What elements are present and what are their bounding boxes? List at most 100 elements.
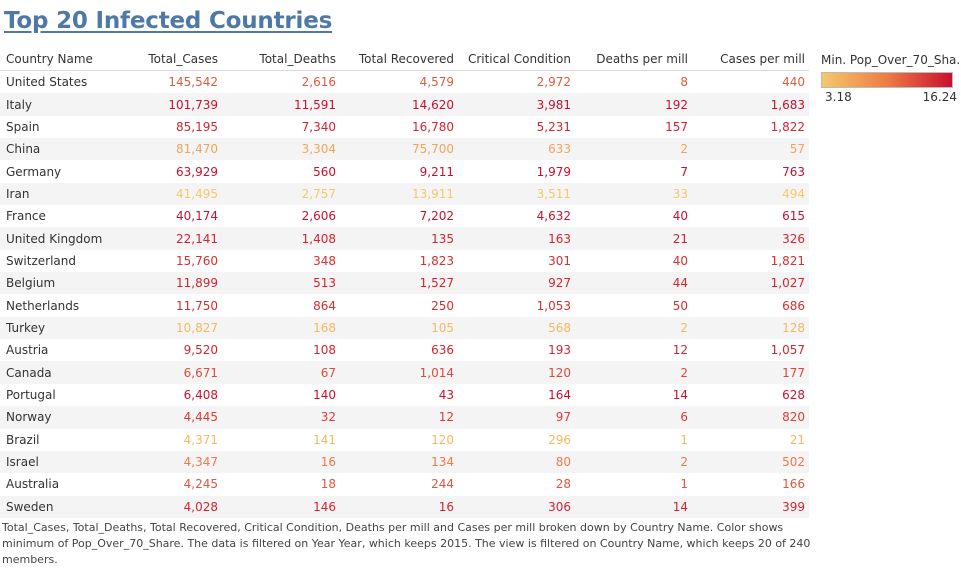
value-cell[interactable]: 81,470 <box>118 138 222 160</box>
value-cell[interactable]: 120 <box>458 361 575 383</box>
value-cell[interactable]: 1,979 <box>458 160 575 182</box>
value-cell[interactable]: 2 <box>575 361 692 383</box>
value-cell[interactable]: 1,823 <box>340 250 458 272</box>
value-cell[interactable]: 1,053 <box>458 294 575 316</box>
value-cell[interactable]: 1,527 <box>340 272 458 294</box>
value-cell[interactable]: 568 <box>458 317 575 339</box>
value-cell[interactable]: 306 <box>458 496 575 518</box>
value-cell[interactable]: 164 <box>458 384 575 406</box>
value-cell[interactable]: 1,821 <box>692 250 809 272</box>
value-cell[interactable]: 763 <box>692 160 809 182</box>
value-cell[interactable]: 32 <box>222 406 340 428</box>
value-cell[interactable]: 636 <box>340 339 458 361</box>
value-cell[interactable]: 14,620 <box>340 93 458 115</box>
value-cell[interactable]: 6 <box>575 406 692 428</box>
value-cell[interactable]: 166 <box>692 473 809 495</box>
value-cell[interactable]: 9,211 <box>340 160 458 182</box>
value-cell[interactable]: 12 <box>340 406 458 428</box>
value-cell[interactable]: 1,683 <box>692 93 809 115</box>
value-cell[interactable]: 85,195 <box>118 116 222 138</box>
value-cell[interactable]: 2 <box>575 451 692 473</box>
value-cell[interactable]: 2,757 <box>222 183 340 205</box>
value-cell[interactable]: 399 <box>692 496 809 518</box>
value-cell[interactable]: 11,591 <box>222 93 340 115</box>
value-cell[interactable]: 560 <box>222 160 340 182</box>
table-row[interactable]: Belgium 11,899 513 1,527 927 44 1,027 <box>0 272 809 294</box>
value-cell[interactable]: 50 <box>575 294 692 316</box>
value-cell[interactable]: 1,822 <box>692 116 809 138</box>
value-cell[interactable]: 120 <box>340 429 458 451</box>
value-cell[interactable]: 41,495 <box>118 183 222 205</box>
value-cell[interactable]: 1,014 <box>340 361 458 383</box>
table-row[interactable]: United Kingdom 22,141 1,408 135 163 21 326 <box>0 227 809 249</box>
table-row[interactable]: Israel 4,347 16 134 80 2 502 <box>0 451 809 473</box>
table-row[interactable]: Sweden 4,028 146 16 306 14 399 <box>0 496 809 518</box>
column-header-total-cases[interactable]: Total_Cases <box>118 48 222 71</box>
value-cell[interactable]: 3,304 <box>222 138 340 160</box>
value-cell[interactable]: 4,579 <box>340 71 458 94</box>
value-cell[interactable]: 10,827 <box>118 317 222 339</box>
value-cell[interactable]: 513 <box>222 272 340 294</box>
value-cell[interactable]: 40,174 <box>118 205 222 227</box>
value-cell[interactable]: 21 <box>575 227 692 249</box>
value-cell[interactable]: 3,981 <box>458 93 575 115</box>
value-cell[interactable]: 1,057 <box>692 339 809 361</box>
value-cell[interactable]: 140 <box>222 384 340 406</box>
value-cell[interactable]: 63,929 <box>118 160 222 182</box>
value-cell[interactable]: 296 <box>458 429 575 451</box>
value-cell[interactable]: 141 <box>222 429 340 451</box>
value-cell[interactable]: 21 <box>692 429 809 451</box>
value-cell[interactable]: 686 <box>692 294 809 316</box>
value-cell[interactable]: 193 <box>458 339 575 361</box>
column-header-cases-per-mill[interactable]: Cases per mill <box>692 48 809 71</box>
value-cell[interactable]: 250 <box>340 294 458 316</box>
value-cell[interactable]: 4,632 <box>458 205 575 227</box>
table-row[interactable]: Brazil 4,371 141 120 296 1 21 <box>0 429 809 451</box>
value-cell[interactable]: 12 <box>575 339 692 361</box>
table-row[interactable]: Canada 6,671 67 1,014 120 2 177 <box>0 361 809 383</box>
value-cell[interactable]: 40 <box>575 205 692 227</box>
value-cell[interactable]: 22,141 <box>118 227 222 249</box>
value-cell[interactable]: 4,445 <box>118 406 222 428</box>
value-cell[interactable]: 40 <box>575 250 692 272</box>
value-cell[interactable]: 440 <box>692 71 809 94</box>
value-cell[interactable]: 615 <box>692 205 809 227</box>
value-cell[interactable]: 145,542 <box>118 71 222 94</box>
value-cell[interactable]: 128 <box>692 317 809 339</box>
value-cell[interactable]: 7 <box>575 160 692 182</box>
value-cell[interactable]: 134 <box>340 451 458 473</box>
value-cell[interactable]: 163 <box>458 227 575 249</box>
table-row[interactable]: Turkey 10,827 168 105 568 2 128 <box>0 317 809 339</box>
color-legend[interactable]: Min. Pop_Over_70_Sha.. 3.18 16.24 <box>821 53 961 106</box>
value-cell[interactable]: 57 <box>692 138 809 160</box>
table-row[interactable]: Italy 101,739 11,591 14,620 3,981 192 1,683 <box>0 93 809 115</box>
value-cell[interactable]: 16 <box>222 451 340 473</box>
value-cell[interactable]: 927 <box>458 272 575 294</box>
value-cell[interactable]: 14 <box>575 384 692 406</box>
value-cell[interactable]: 44 <box>575 272 692 294</box>
value-cell[interactable]: 2 <box>575 138 692 160</box>
value-cell[interactable]: 1,408 <box>222 227 340 249</box>
value-cell[interactable]: 14 <box>575 496 692 518</box>
table-row[interactable]: Iran 41,495 2,757 13,911 3,511 33 494 <box>0 183 809 205</box>
value-cell[interactable]: 97 <box>458 406 575 428</box>
value-cell[interactable]: 9,520 <box>118 339 222 361</box>
value-cell[interactable]: 157 <box>575 116 692 138</box>
value-cell[interactable]: 16 <box>340 496 458 518</box>
value-cell[interactable]: 43 <box>340 384 458 406</box>
table-row[interactable]: Austria 9,520 108 636 193 12 1,057 <box>0 339 809 361</box>
value-cell[interactable]: 1,027 <box>692 272 809 294</box>
value-cell[interactable]: 13,911 <box>340 183 458 205</box>
value-cell[interactable]: 1 <box>575 473 692 495</box>
column-header-total-deaths[interactable]: Total_Deaths <box>222 48 340 71</box>
value-cell[interactable]: 192 <box>575 93 692 115</box>
value-cell[interactable]: 4,245 <box>118 473 222 495</box>
value-cell[interactable]: 146 <box>222 496 340 518</box>
table-row[interactable]: Netherlands 11,750 864 250 1,053 50 686 <box>0 294 809 316</box>
value-cell[interactable]: 7,340 <box>222 116 340 138</box>
value-cell[interactable]: 16,780 <box>340 116 458 138</box>
value-cell[interactable]: 168 <box>222 317 340 339</box>
value-cell[interactable]: 348 <box>222 250 340 272</box>
value-cell[interactable]: 6,671 <box>118 361 222 383</box>
value-cell[interactable]: 80 <box>458 451 575 473</box>
